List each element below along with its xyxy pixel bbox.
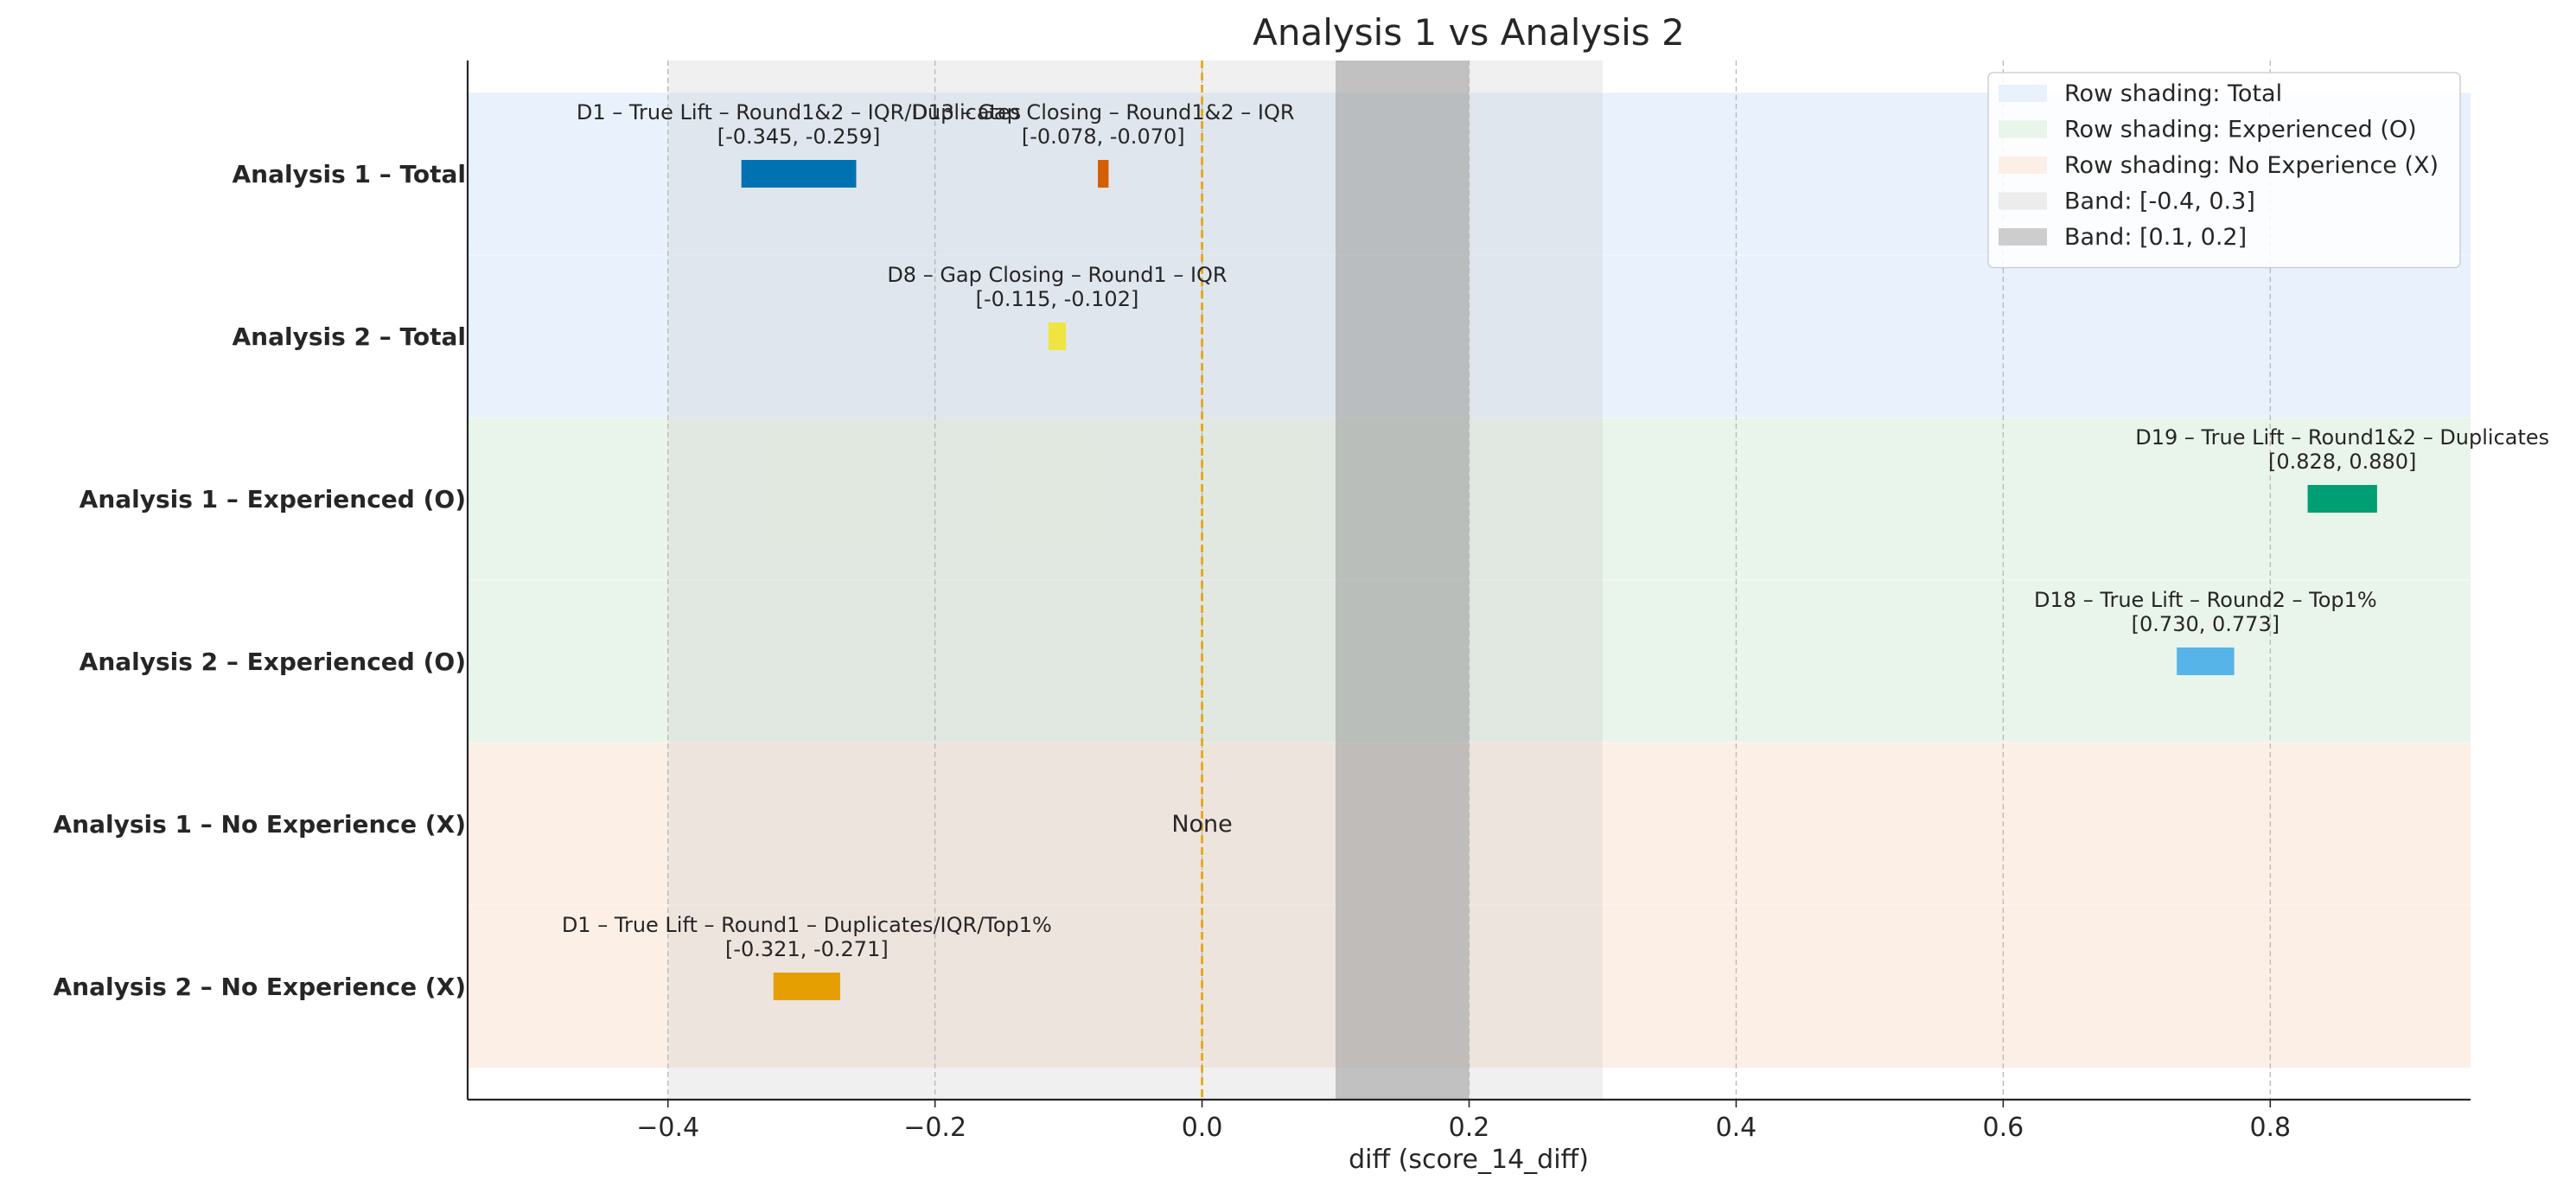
row-label-0: Analysis 1 – Total <box>233 160 467 188</box>
x-tick-label-1: −0.2 <box>903 1113 966 1143</box>
legend-swatch-1 <box>1999 120 2047 138</box>
bar-label-2: D8 – Gap Closing – Round1 – IQR <box>887 263 1227 287</box>
legend-label-4: Band: [0.1, 0.2] <box>2064 224 2247 251</box>
bar-label-0: D1 – True Lift – Round1&2 – IQR/Duplicat… <box>577 100 1021 124</box>
range-bar-4 <box>2177 648 2235 675</box>
row-label-4: Analysis 1 – No Experience (X) <box>54 810 467 839</box>
x-tick-label-6: 0.8 <box>2249 1113 2291 1143</box>
row-labels-layer: Analysis 1 – Total Analysis 2 – Total Anal… <box>54 160 467 1001</box>
bar-range-label-3: [0.828, 0.880] <box>2268 450 2416 474</box>
ticks-layer: −0.4 −0.2 0.0 0.2 0.4 0.6 0.8 <box>636 1100 2291 1143</box>
row-label-3: Analysis 2 – Experienced (O) <box>80 648 466 676</box>
x-tick-label-0: −0.4 <box>636 1113 699 1143</box>
bar-range-label-1: [-0.078, -0.070] <box>1022 124 1185 149</box>
x-axis-title: diff (score_14_diff) <box>1349 1145 1589 1175</box>
band-1 <box>1336 61 1470 1100</box>
bar-range-label-0: [-0.345, -0.259] <box>717 124 881 149</box>
legend-label-1: Row shading: Experienced (O) <box>2064 117 2417 144</box>
legend-swatch-2 <box>1999 156 2047 174</box>
row-label-1: Analysis 2 – Total <box>233 322 467 351</box>
bar-range-label-2: [-0.115, -0.102] <box>976 287 1139 311</box>
bar-range-label-4: [0.730, 0.773] <box>2132 612 2280 636</box>
range-bar-5 <box>773 973 840 1000</box>
empty-row-label-0: None <box>1171 811 1232 838</box>
legend-label-0: Row shading: Total <box>2064 80 2282 107</box>
legend-label-2: Row shading: No Experience (X) <box>2064 152 2439 179</box>
legend-swatch-3 <box>1999 192 2047 210</box>
legend-swatch-4 <box>1999 228 2047 246</box>
row-label-2: Analysis 1 – Experienced (O) <box>80 485 466 514</box>
legend-label-3: Band: [-0.4, 0.3] <box>2064 188 2255 215</box>
legend: Row shading: Total Row shading: Experienc… <box>1987 72 2461 269</box>
legend-frame <box>1987 72 2461 269</box>
bar-range-label-5: [-0.321, -0.271] <box>725 937 889 961</box>
bar-label-3: D19 – True Lift – Round1&2 – Duplicates <box>2135 425 2549 450</box>
bars-layer: D1 – True Lift – Round1&2 – IQR/Duplicat… <box>562 100 2549 1000</box>
row-label-5: Analysis 2 – No Experience (X) <box>54 973 467 1001</box>
range-bar-1 <box>1098 160 1109 188</box>
legend-swatch-0 <box>1999 85 2047 102</box>
range-bar-2 <box>1048 322 1067 350</box>
band-layer <box>667 61 1603 1100</box>
x-tick-label-3: 0.2 <box>1449 1113 1490 1143</box>
range-bar-0 <box>741 160 857 188</box>
chart-title: Analysis 1 vs Analysis 2 <box>1253 11 1685 54</box>
x-tick-label-4: 0.4 <box>1716 1113 1757 1143</box>
range-bar-3 <box>2307 485 2377 513</box>
bar-label-4: D18 – True Lift – Round2 – Top1% <box>2034 588 2377 612</box>
x-tick-label-2: 0.0 <box>1182 1113 1223 1143</box>
x-tick-label-5: 0.6 <box>1983 1113 2024 1143</box>
bar-label-1: D13 – Gap Closing – Round1&2 – IQR <box>912 100 1295 124</box>
bar-label-5: D1 – True Lift – Round1 – Duplicates/IQR… <box>562 913 1052 937</box>
